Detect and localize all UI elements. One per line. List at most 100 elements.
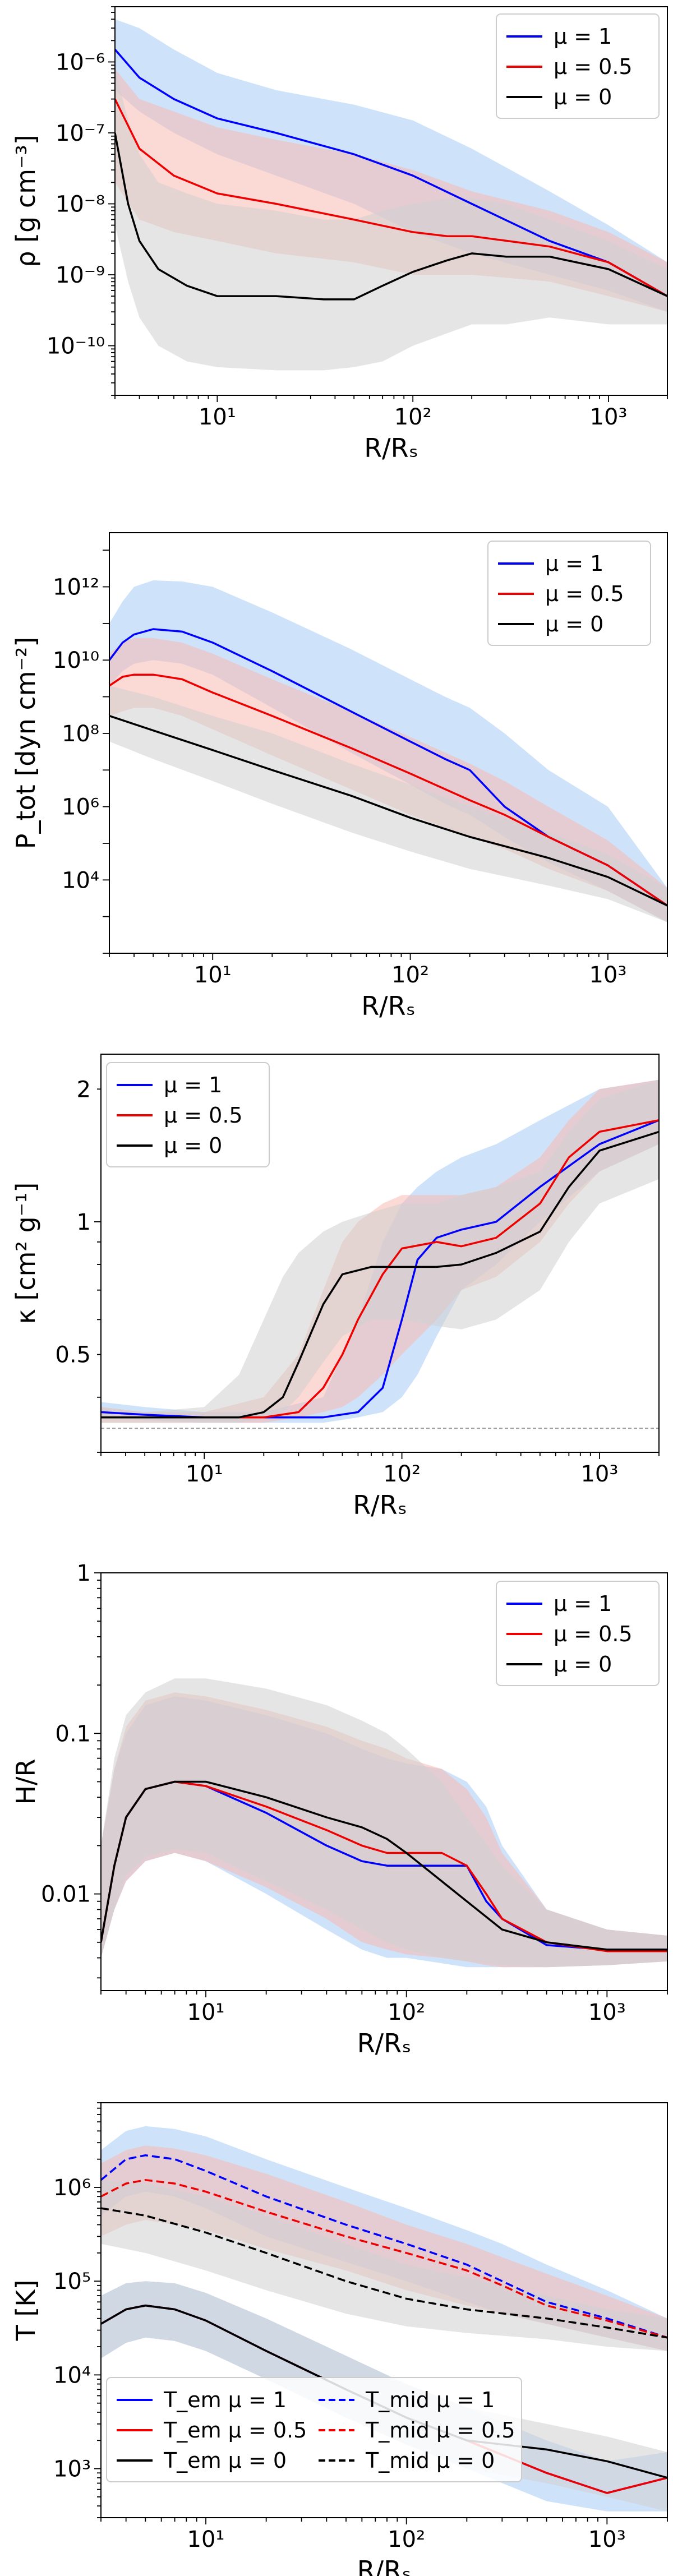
axes-frame bbox=[114, 6, 668, 396]
x-tick-label: 10² bbox=[388, 2527, 425, 2552]
x-tick-label: 10¹ bbox=[194, 962, 232, 988]
x-tick-label: 10³ bbox=[590, 404, 628, 430]
legend-label: μ = 0 bbox=[164, 1133, 222, 1158]
x-axis-label: R/Rₛ bbox=[364, 433, 418, 463]
legend-label: μ = 0.5 bbox=[164, 1103, 243, 1128]
x-axis-label: R/Rₛ bbox=[361, 991, 416, 1021]
series-line-1 bbox=[115, 49, 667, 297]
series-line-t-mid-0 bbox=[101, 2207, 667, 2339]
x-tick-label: 10³ bbox=[588, 2000, 626, 2025]
plot-area bbox=[115, 19, 667, 371]
legend: μ = 1 μ = 0.5 μ = 0 bbox=[496, 13, 660, 119]
y-tick-label: 10⁸ bbox=[62, 721, 99, 747]
x-axis-label: R/Rₛ bbox=[357, 2028, 412, 2058]
legend-box bbox=[496, 1581, 660, 1686]
series-line-t-mid-0.5 bbox=[101, 2179, 667, 2339]
y-axis-label: κ [cm² g⁻¹] bbox=[11, 1183, 41, 1324]
panel-3: 10¹ 10² 10³ 0.5 1 2 R/Rₛ κ [cm² g⁻¹] μ = 1 μ = 0.… bbox=[11, 1054, 660, 1520]
legend-label: μ = 1 bbox=[554, 1591, 612, 1616]
legend-label: T_em μ = 1 bbox=[163, 2388, 287, 2412]
x-tick-label: 10² bbox=[391, 962, 429, 988]
x-tick-label: 10¹ bbox=[186, 1461, 223, 1487]
legend-label: μ = 0 bbox=[554, 85, 612, 109]
band-0 bbox=[115, 68, 667, 371]
y-tick-label: 0.5 bbox=[55, 1342, 91, 1368]
y-tick-label: 2 bbox=[77, 1077, 91, 1102]
legend-label: μ = 0.5 bbox=[554, 54, 633, 79]
y-tick-label: 10⁶ bbox=[62, 795, 99, 820]
series-line-0.5 bbox=[101, 1119, 659, 1419]
legend-label: T_em μ = 0 bbox=[163, 2448, 287, 2473]
y-tick-label: 10⁻⁸ bbox=[56, 192, 105, 218]
legend-label: μ = 1 bbox=[164, 1073, 222, 1097]
band-0 bbox=[101, 1079, 659, 1423]
legend: μ = 1 μ = 0.5 μ = 0 bbox=[496, 1581, 660, 1686]
legend-box bbox=[106, 2377, 522, 2482]
series-line-0.5 bbox=[109, 673, 667, 907]
legend-label: T_em μ = 0.5 bbox=[163, 2418, 307, 2443]
series-line-0 bbox=[109, 715, 667, 907]
x-tick-label: 10² bbox=[394, 404, 432, 430]
legend-label: μ = 0 bbox=[545, 612, 603, 636]
panel-5: 10¹ 10² 10³ 10³ 10⁴ 10⁵ 10⁶ R/Rₛ T [K] T_em μ = 1… bbox=[11, 2102, 668, 2576]
x-tick-label: 10¹ bbox=[199, 404, 236, 430]
legend: μ = 1 μ = 0.5 μ = 0 bbox=[106, 1062, 270, 1167]
y-axis-label: P_tot [dyn cm⁻²] bbox=[11, 637, 41, 850]
series-line-0 bbox=[115, 132, 667, 301]
x-tick-label: 10³ bbox=[589, 962, 626, 988]
y-tick-label: 10⁻⁶ bbox=[56, 49, 105, 75]
legend-label: μ = 0 bbox=[554, 1652, 612, 1677]
legend-box bbox=[106, 1062, 270, 1167]
x-tick-label: 10² bbox=[383, 1461, 421, 1487]
legend-label: T_mid μ = 0.5 bbox=[365, 2418, 515, 2443]
band-0 bbox=[101, 1678, 667, 1968]
y-tick-label: 10⁶ bbox=[53, 2175, 91, 2201]
legend-label: μ = 0.5 bbox=[554, 1622, 633, 1646]
plot-area bbox=[109, 580, 667, 922]
plot-area bbox=[101, 1678, 667, 1968]
band-t-mid-0 bbox=[101, 2180, 667, 2351]
axes-frame bbox=[100, 2102, 668, 2518]
panel-1: 10¹ 10² 10³ 10⁻¹⁰ 10⁻⁹ 10⁻⁸ 10⁻⁷ 10⁻⁶ R/Rₛ ρ [g c… bbox=[11, 6, 668, 463]
y-tick-label: 10⁴ bbox=[62, 867, 99, 893]
y-axis-label: H/R bbox=[11, 1758, 41, 1804]
x-tick-label: 10³ bbox=[588, 2527, 626, 2552]
y-tick-label: 10³ bbox=[53, 2457, 91, 2482]
y-tick-label: 0.1 bbox=[55, 1721, 91, 1747]
series-line-1 bbox=[109, 628, 667, 907]
series-line-0.5 bbox=[115, 98, 667, 297]
y-tick-label: 10⁵ bbox=[53, 2269, 91, 2295]
legend-box bbox=[496, 13, 660, 119]
legend-label: μ = 1 bbox=[545, 551, 603, 576]
panel-2: 10¹ 10² 10³ 10⁴ 10⁶ 10⁸ 10¹⁰ 10¹² R/Rₛ P_tot [dyn… bbox=[11, 532, 668, 1021]
series-line-0 bbox=[101, 1130, 659, 1419]
legend-box bbox=[487, 541, 651, 646]
legend-label: T_mid μ = 0 bbox=[365, 2448, 495, 2473]
series-line-0 bbox=[101, 1780, 667, 1951]
x-axis-label: R/Rₛ bbox=[353, 1490, 407, 1520]
y-tick-label: 10¹⁰ bbox=[53, 648, 99, 673]
x-tick-label: 10¹ bbox=[187, 2000, 225, 2025]
legend-label: μ = 1 bbox=[554, 24, 612, 49]
legend: μ = 1 μ = 0.5 μ = 0 bbox=[487, 541, 651, 646]
y-tick-label: 10¹² bbox=[53, 575, 99, 601]
series-line-t-mid-1 bbox=[101, 2154, 667, 2339]
y-axis-label: T [K] bbox=[11, 2280, 41, 2342]
y-tick-label: 10⁻⁹ bbox=[56, 262, 105, 288]
legend-label: T_mid μ = 1 bbox=[365, 2388, 495, 2412]
legend-label: μ = 0.5 bbox=[545, 581, 624, 606]
x-axis-label: R/Rₛ bbox=[357, 2555, 412, 2576]
y-tick-label: 1 bbox=[77, 1561, 91, 1586]
legend: T_em μ = 1 T_em μ = 0.5 T_em μ = 0 T_mid μ … bbox=[106, 2377, 522, 2482]
y-tick-label: 10⁴ bbox=[53, 2362, 91, 2388]
y-tick-label: 1 bbox=[77, 1209, 91, 1235]
y-axis-label: ρ [g cm⁻³] bbox=[11, 135, 41, 267]
axes-frame bbox=[109, 532, 668, 954]
axes-frame bbox=[100, 1054, 660, 1453]
band-0 bbox=[109, 685, 667, 922]
x-tick-label: 10² bbox=[388, 2000, 425, 2025]
x-tick-label: 10³ bbox=[580, 1461, 618, 1487]
y-tick-label: 10⁻⁷ bbox=[56, 121, 105, 146]
